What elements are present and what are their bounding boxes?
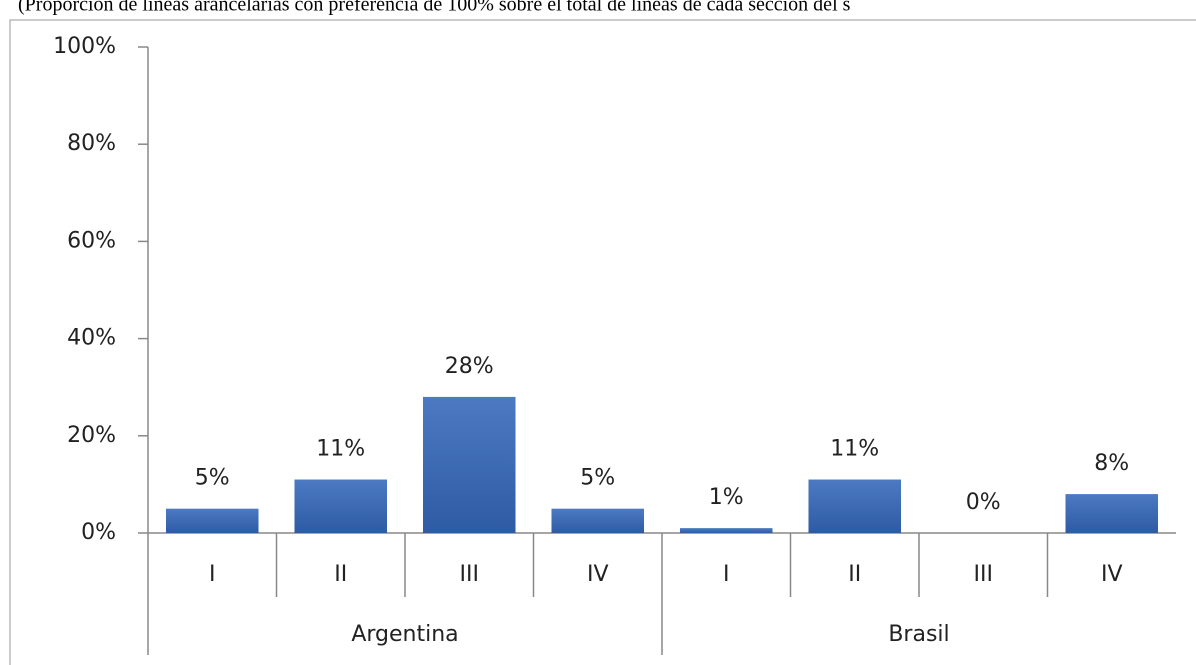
y-tick-label: 100%: [53, 34, 116, 59]
bar-shade: [165, 508, 259, 533]
bar-shade: [551, 508, 645, 533]
y-tick-label: 80%: [67, 131, 116, 156]
chart-title: (Proporción de líneas arancelarias con p…: [18, 0, 851, 16]
x-tick-label: IV: [587, 562, 609, 587]
x-tick-label: IV: [1101, 562, 1123, 587]
group-label: Brasil: [888, 622, 949, 647]
y-tick-label: 40%: [67, 326, 116, 351]
data-label: 8%: [1094, 451, 1129, 476]
x-tick-label: III: [974, 562, 993, 587]
data-label: 0%: [966, 490, 1001, 515]
frame: [9, 19, 1196, 665]
bar-shade: [679, 528, 773, 533]
data-label: 5%: [195, 466, 230, 491]
data-label: 11%: [316, 437, 365, 462]
group-label: Argentina: [351, 622, 458, 647]
y-tick-label: 60%: [67, 228, 116, 253]
bar-shade: [808, 479, 902, 533]
data-label: 5%: [580, 466, 615, 491]
data-label: 11%: [830, 437, 879, 462]
x-tick-label: III: [460, 562, 479, 587]
y-tick-label: 0%: [81, 520, 116, 545]
x-tick-label: II: [848, 562, 861, 587]
bar-shade: [294, 479, 388, 533]
data-label: 28%: [445, 354, 494, 379]
bar-shade: [1065, 494, 1159, 533]
y-tick-label: 20%: [67, 423, 116, 448]
x-tick-label: I: [723, 562, 730, 587]
data-label: 1%: [709, 485, 744, 510]
x-tick-label: II: [334, 562, 347, 587]
bar-shade: [422, 396, 516, 533]
x-tick-label: I: [209, 562, 216, 587]
